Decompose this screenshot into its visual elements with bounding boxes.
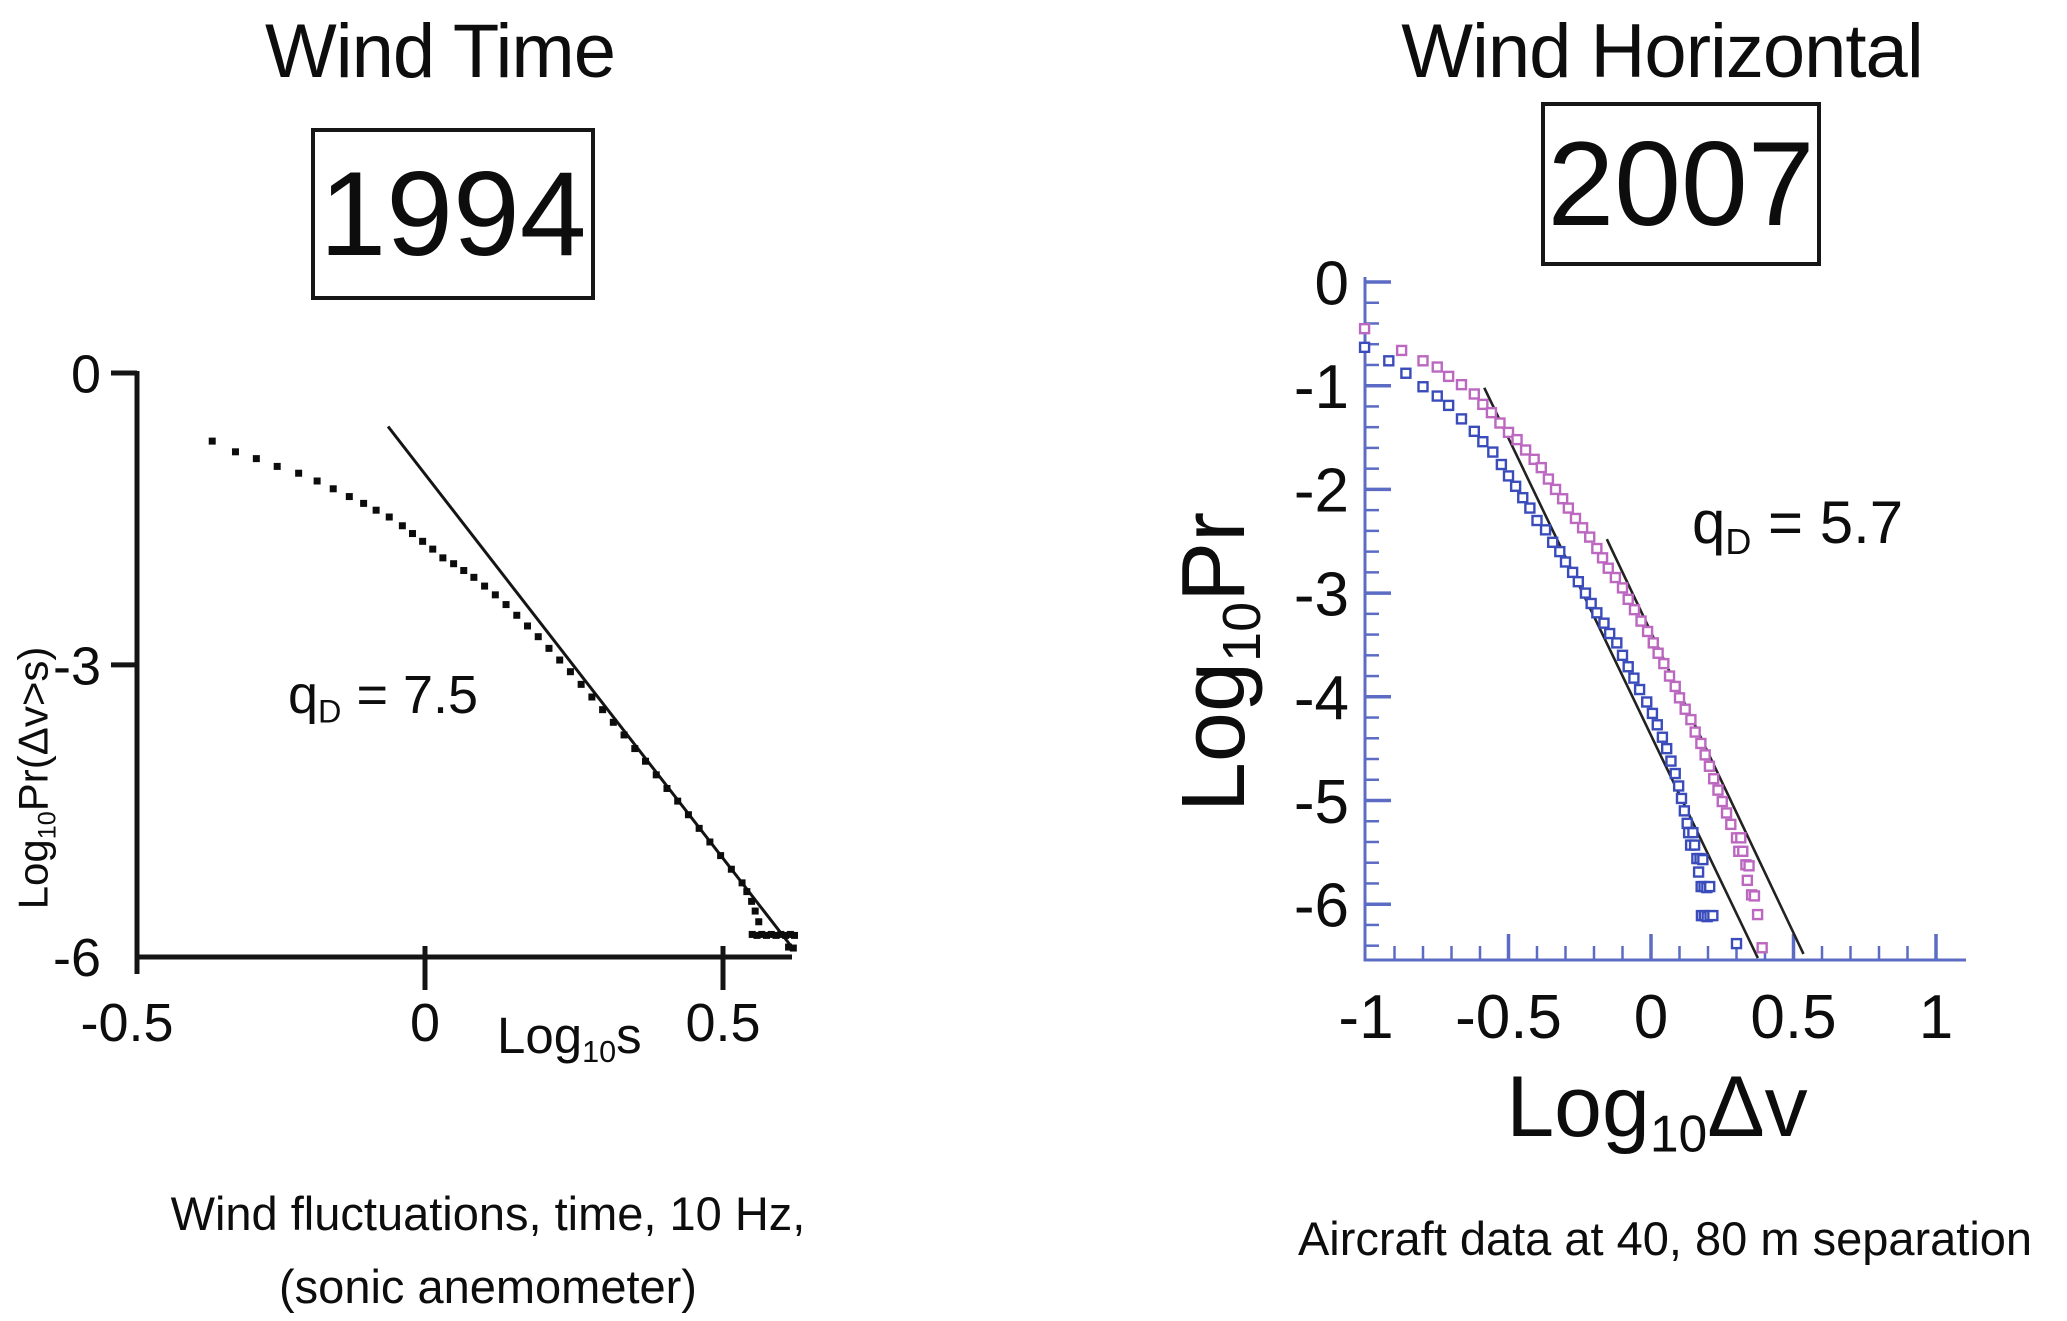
- right-ylabel-rest: Pr: [1163, 511, 1264, 602]
- right-xlabel-rest: Δv: [1707, 1059, 1808, 1155]
- wind-horizontal-2007-chart-xtick-label: 0: [1634, 983, 1668, 1052]
- right-qd-annotation: qD = 5.7: [1692, 488, 1903, 563]
- sonic-anemometer-10hz-series: [208, 437, 799, 952]
- wind-time-1994-chart: -0.5 0 0.5 0 -3 -6: [53, 344, 799, 1053]
- wind-horizontal-2007-chart-ytick-label: -2: [1294, 457, 1349, 526]
- left-qd-base: q: [288, 665, 319, 725]
- wind-horizontal-2007-chart-xtick-label: -1: [1338, 983, 1393, 1052]
- right-y-axis-label: Log10Pr: [1163, 512, 1273, 812]
- left-ylabel-rest: Pr(Δv>s): [9, 646, 57, 812]
- right-ylabel-sub: 10: [1212, 601, 1273, 662]
- left-xlabel-base: Log: [497, 1007, 583, 1064]
- wind-time-1994-chart-ytick-label: 0: [71, 344, 101, 404]
- left-xlabel-rest: s: [616, 1007, 642, 1064]
- wind-time-1994-chart-xtick-label: 0.5: [685, 993, 760, 1053]
- left-qd-sub: D: [318, 693, 342, 730]
- aircraft-80m-separation-series: [1358, 322, 1768, 954]
- right-caption: Aircraft data at 40, 80 m separation: [1265, 1203, 2065, 1276]
- left-x-axis-label: Log10s: [497, 1006, 642, 1070]
- right-panel-title: Wind Horizontal: [1401, 9, 1923, 94]
- wind-time-1994-chart-ytick-label: -6: [53, 928, 101, 988]
- wind-time-1994-chart-xtick-label: 0: [410, 993, 440, 1053]
- wind-horizontal-2007-chart-xtick-label: 0.5: [1750, 983, 1836, 1052]
- right-ylabel-base: Log: [1163, 661, 1264, 813]
- right-x-axis-label: Log10Δv: [1506, 1058, 1807, 1163]
- left-y-axis-label: Log10Pr(Δv>s): [10, 647, 63, 910]
- left-caption: Wind fluctuations, time, 10 Hz, (sonic a…: [108, 1178, 868, 1321]
- wind-horizontal-2007-chart-xtick-label: -0.5: [1455, 983, 1562, 1052]
- left-year-label: 1994: [319, 147, 587, 281]
- left-caption-line-2: (sonic anemometer): [279, 1259, 697, 1313]
- left-qd-rest: = 7.5: [341, 665, 479, 725]
- wind-horizontal-2007-chart-ytick-label: -1: [1294, 353, 1349, 422]
- wind-horizontal-2007-chart-ytick-label: -4: [1294, 664, 1349, 733]
- wind-horizontal-2007-chart-ytick-label: -5: [1294, 768, 1349, 837]
- left-panel-title: Wind Time: [265, 9, 616, 94]
- left-qd-annotation: qD = 7.5: [288, 664, 478, 731]
- fit-line-40m: [1483, 387, 1760, 959]
- wind-time-1994-chart-ytick-label: -3: [53, 636, 101, 696]
- left-ylabel-sub: 10: [33, 811, 62, 840]
- wind-horizontal-2007-chart: -1 -0.5 0 0.5 1 0 -1 -2 -3 -4 -5 -6: [1294, 249, 1966, 1052]
- qd-7p5-power-law-line: [386, 425, 795, 950]
- wind-horizontal-2007-chart-ytick-label: -6: [1294, 872, 1349, 941]
- right-qd-sub: D: [1725, 520, 1752, 562]
- right-qd-base: q: [1692, 489, 1726, 556]
- right-caption-line-1: Aircraft data at 40, 80 m separation: [1297, 1212, 2033, 1265]
- right-xlabel-sub: 10: [1649, 1104, 1708, 1163]
- right-qd-rest: = 5.7: [1751, 489, 1904, 556]
- wind-horizontal-2007-chart-ytick-label: 0: [1315, 249, 1349, 318]
- wind-horizontal-2007-chart-ytick-label: -3: [1294, 560, 1349, 629]
- left-year-box: 1994: [311, 128, 595, 300]
- left-ylabel-base: Log: [9, 839, 57, 910]
- right-year-box: 2007: [1541, 102, 1821, 266]
- right-xlabel-base: Log: [1506, 1059, 1650, 1155]
- left-caption-line-1: Wind fluctuations, time, 10 Hz,: [170, 1187, 806, 1240]
- aircraft-40m-separation-series: [1358, 341, 1743, 950]
- right-year-label: 2007: [1547, 117, 1815, 251]
- left-xlabel-sub: 10: [582, 1035, 617, 1070]
- wind-horizontal-2007-chart-xtick-label: 1: [1919, 983, 1953, 1052]
- wind-time-1994-chart-xtick-label: -0.5: [80, 993, 173, 1053]
